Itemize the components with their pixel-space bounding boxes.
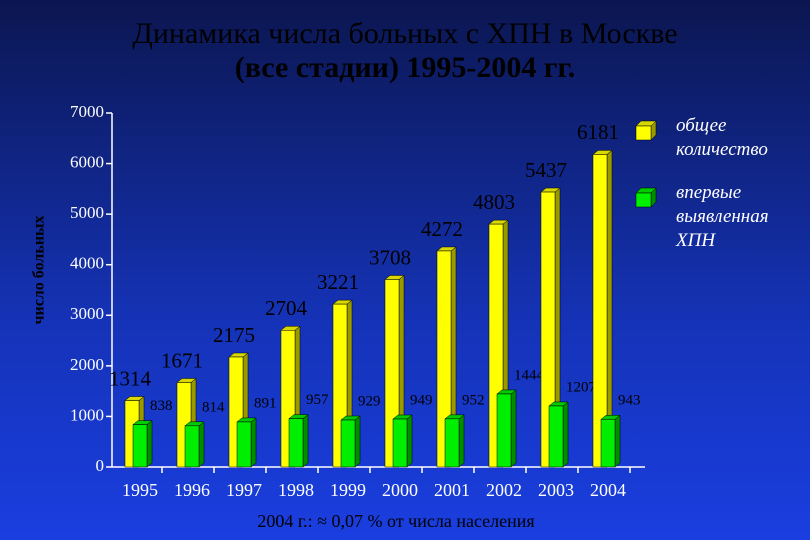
value-label: 3221 — [317, 270, 359, 294]
y-tick-label: 3000 — [70, 304, 104, 323]
bar-side — [302, 414, 309, 468]
value-label: 957 — [306, 392, 329, 408]
x-tick-label: 1995 — [122, 480, 158, 500]
x-tick-label: 1996 — [174, 480, 210, 500]
bar — [444, 418, 460, 468]
value-label: 5437 — [525, 158, 567, 182]
bar — [496, 393, 512, 468]
value-label: 1207 — [566, 379, 597, 395]
y-axis-label: число больных — [31, 215, 48, 324]
bar — [340, 419, 356, 468]
value-label: 3708 — [369, 245, 411, 269]
chart-subtitle: (все стадии) 1995-2004 гг. — [235, 51, 576, 84]
x-tick-label: 1997 — [226, 480, 262, 500]
y-tick-label: 1000 — [70, 405, 104, 424]
x-tick-label: 1998 — [278, 480, 314, 500]
y-tick-label: 2000 — [70, 355, 104, 374]
bar-side — [354, 415, 361, 468]
x-tick-label: 2000 — [382, 480, 418, 500]
bar — [548, 405, 564, 468]
legend-swatch — [635, 192, 652, 208]
legend-label: впервые выявленная ХПН — [676, 182, 769, 251]
bar-side — [250, 417, 257, 468]
bar — [236, 421, 252, 468]
x-tick-label: 2003 — [538, 480, 574, 500]
value-label: 1444 — [514, 367, 545, 383]
value-label: 2704 — [265, 296, 308, 320]
value-label: 949 — [410, 392, 433, 408]
bar — [392, 418, 408, 468]
bar-side — [146, 420, 153, 468]
value-label: 6181 — [577, 120, 619, 144]
x-tick-label: 2004 — [590, 480, 626, 500]
bar-side — [406, 414, 413, 468]
chart-title: Динамика числа больных с ХПН в Москве — [132, 17, 677, 50]
bar-side — [458, 414, 465, 468]
bar — [600, 419, 616, 468]
legend-label: общее количество — [676, 115, 768, 160]
y-tick-label: 0 — [96, 456, 105, 475]
value-label: 838 — [150, 398, 173, 414]
x-tick-label: 2002 — [486, 480, 522, 500]
value-label: 929 — [358, 393, 381, 409]
value-label: 1314 — [109, 366, 152, 390]
y-tick-label: 7000 — [70, 102, 104, 121]
bar — [184, 425, 200, 468]
value-label: 943 — [618, 393, 641, 409]
value-label: 1671 — [161, 348, 203, 372]
bar-side — [198, 421, 205, 468]
value-label: 4272 — [421, 217, 463, 241]
bar — [132, 424, 148, 468]
bar-side — [510, 389, 517, 468]
value-label: 891 — [254, 395, 277, 411]
bar — [288, 418, 304, 468]
y-tick-label: 6000 — [70, 152, 104, 171]
bar-side — [614, 414, 621, 468]
x-tick-label: 1999 — [330, 480, 366, 500]
y-tick-label: 4000 — [70, 254, 104, 273]
x-tick-label: 2001 — [434, 480, 470, 500]
annotation: 2004 г.: ≈ 0,07 % от числа населения — [257, 511, 534, 531]
value-label: 4803 — [473, 190, 515, 214]
bar-side — [562, 401, 569, 468]
bar — [436, 250, 452, 468]
value-label: 952 — [462, 392, 485, 408]
y-tick-label: 5000 — [70, 203, 104, 222]
bar — [540, 191, 556, 468]
value-label: 814 — [202, 399, 225, 415]
value-label: 2175 — [213, 323, 255, 347]
bar — [592, 154, 608, 468]
legend-swatch — [635, 125, 652, 141]
